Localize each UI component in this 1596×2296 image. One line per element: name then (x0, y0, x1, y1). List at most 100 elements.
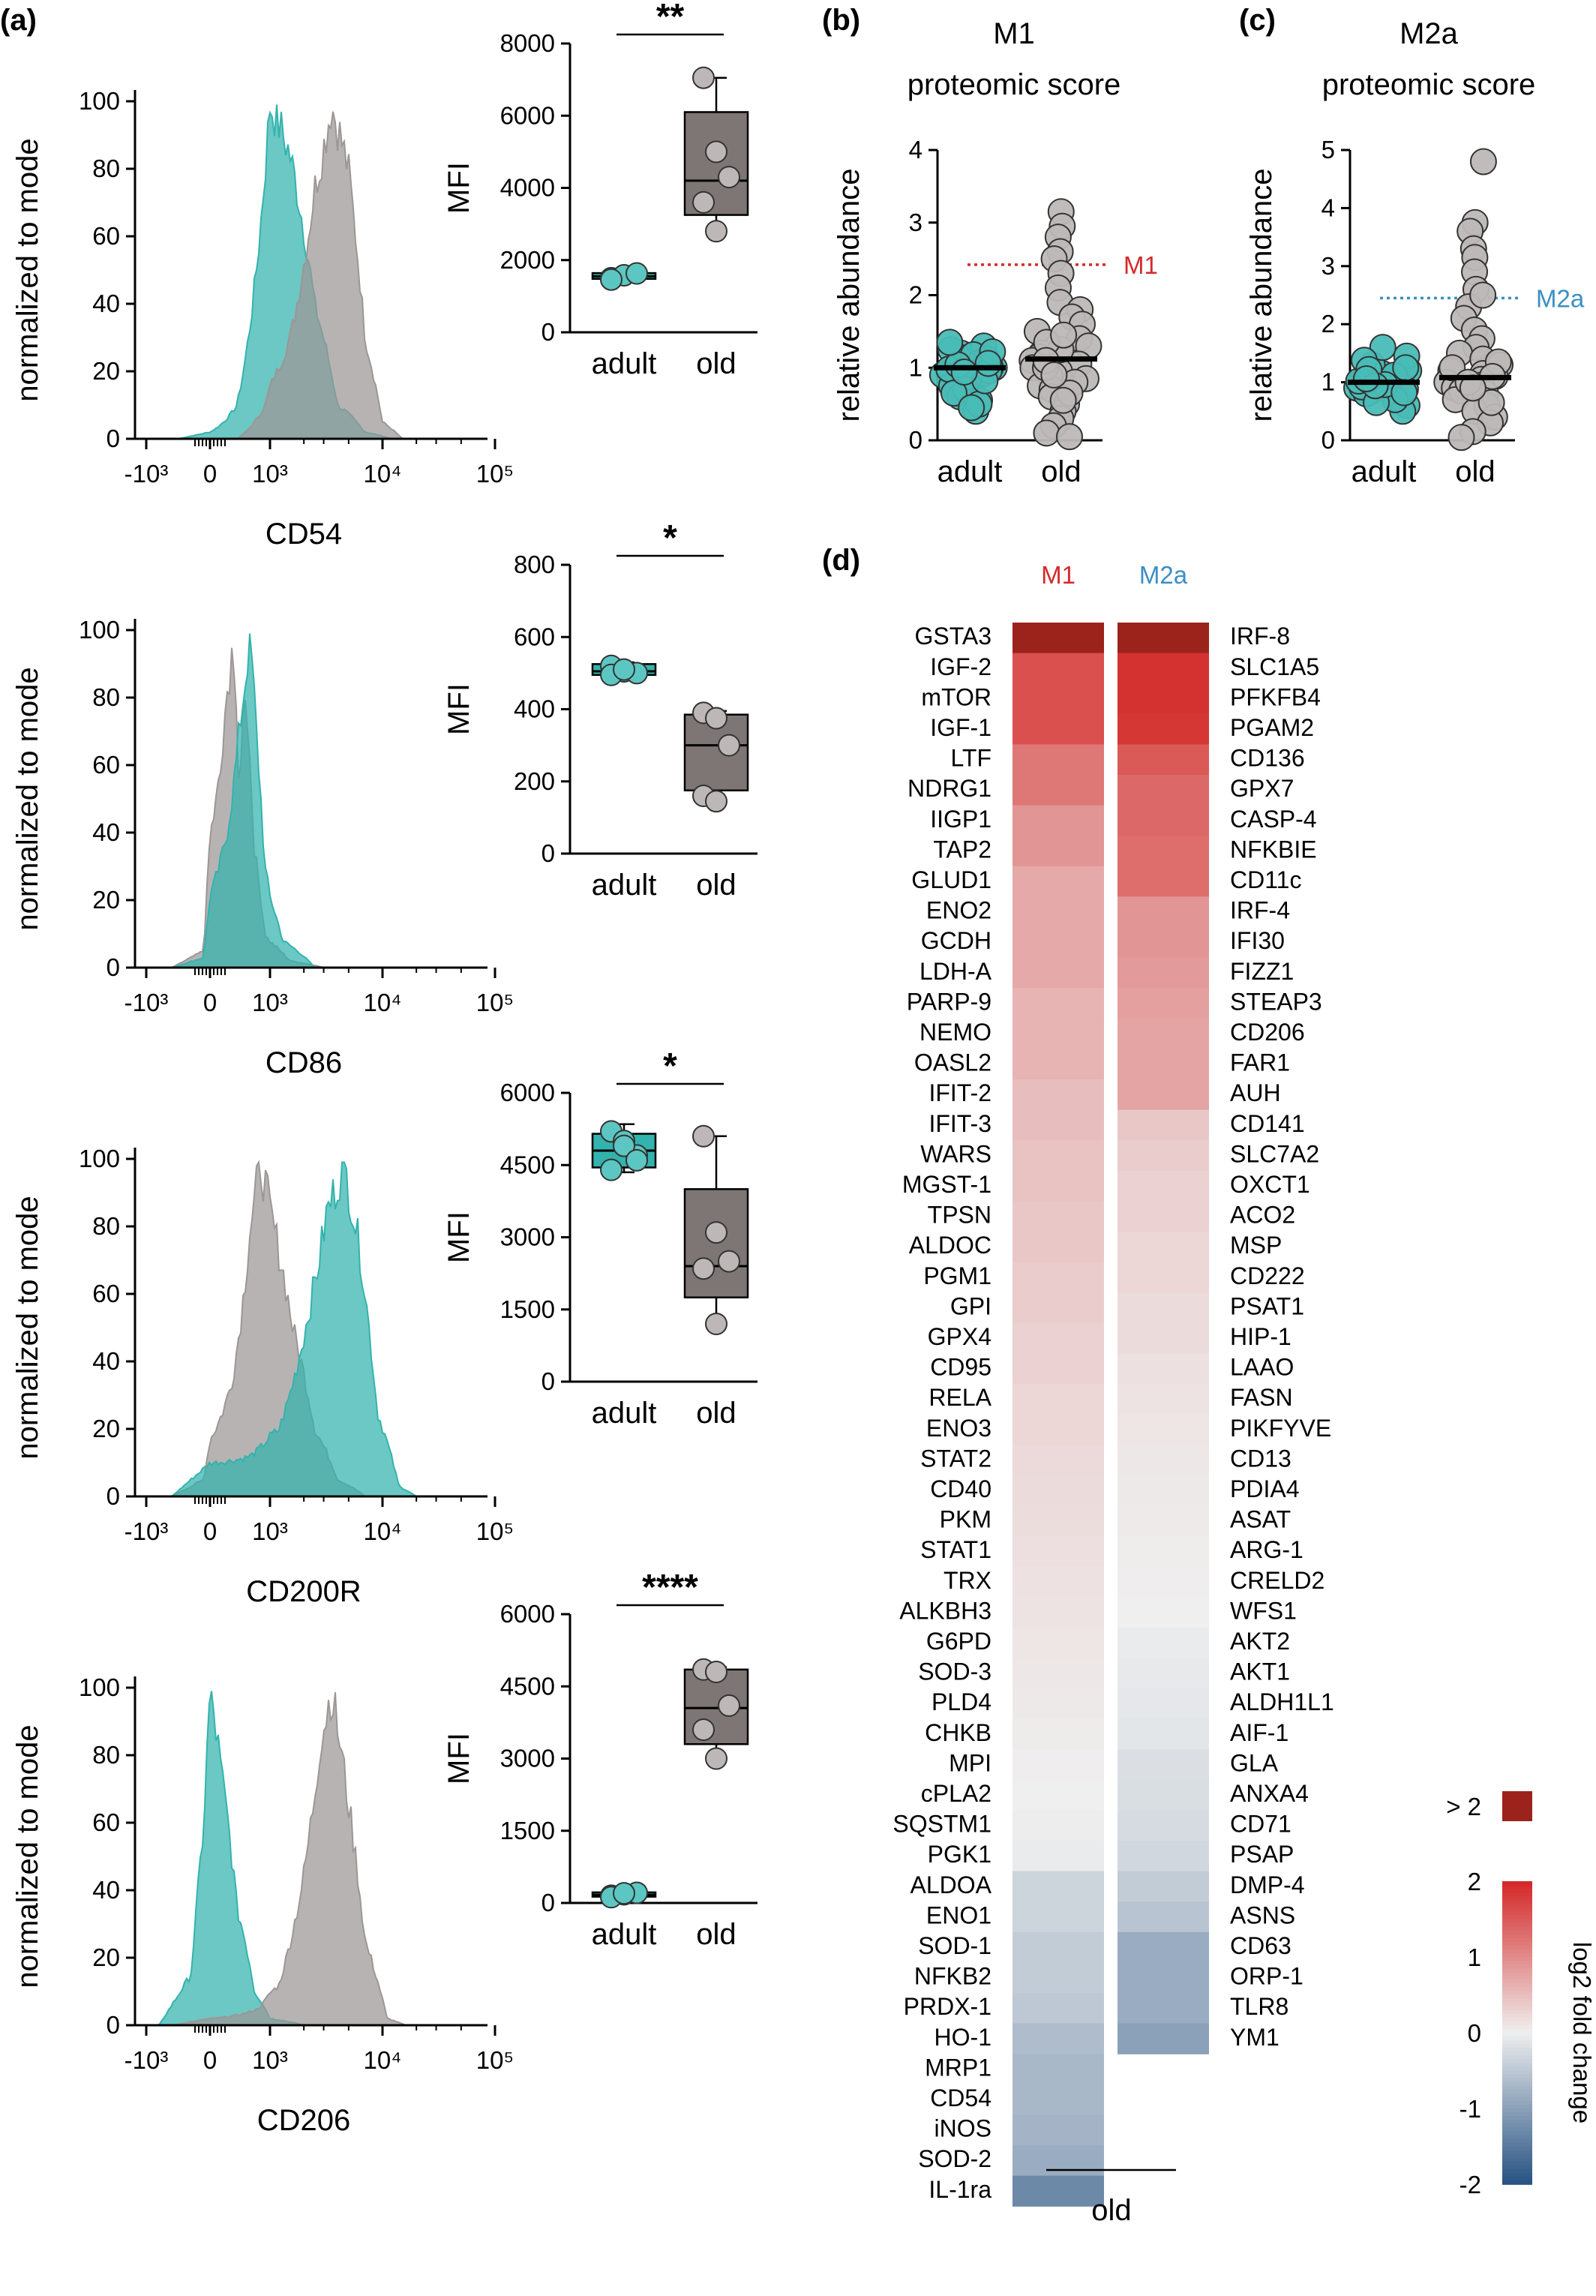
colorbar-tick-label: -1 (1460, 2095, 1481, 2123)
heatmap-cell (1118, 744, 1209, 776)
boxplot-point (626, 1148, 648, 1172)
threshold-label: M1 (1124, 251, 1158, 279)
boxplot-y-tick-label: 0 (542, 318, 555, 346)
heatmap-cell (1012, 805, 1104, 836)
colorbar-segment (1502, 2070, 1532, 2075)
boxplot-point (613, 1134, 635, 1157)
heatmap-cell (1012, 1445, 1104, 1476)
heatmap-row-label: GPX4 (928, 1323, 992, 1350)
boxplot-point (692, 1257, 715, 1280)
histogram-y-tick-label: 60 (92, 751, 120, 779)
colorbar-segment (1502, 2096, 1532, 2102)
boxplot-cd206: 0 1500 3000 4500 6000 MFI adult old **** (442, 1568, 758, 1951)
heatmap-cell (1012, 1566, 1104, 1598)
heatmap-cell (1012, 1779, 1104, 1811)
colorbar-segment (1502, 2009, 1532, 2015)
histogram-y-tick-label: 20 (92, 357, 120, 385)
histogram-y-tick-label: 40 (92, 1347, 120, 1375)
scatter-point (1448, 424, 1475, 452)
histogram-y-label: normalized to mode (11, 1196, 44, 1459)
heatmap-row-label: ALDOC (909, 1232, 992, 1259)
boxplot-point (705, 140, 728, 164)
histogram-y-tick-label: 60 (92, 1808, 120, 1836)
scatter-point (950, 359, 978, 386)
heatmap-row-label: CD11c (1230, 866, 1301, 893)
heatmap-row-label: CD206 (1230, 1019, 1305, 1046)
boxplot-point (705, 220, 728, 243)
histogram-y-tick-label: 100 (79, 87, 120, 115)
histogram-x-tick-label: 10³ (252, 460, 288, 488)
heatmap-row-label: SOD-1 (918, 1932, 992, 1959)
heatmap-cell (1118, 866, 1209, 897)
heatmap-row-label: FIZZ1 (1230, 958, 1294, 985)
colorbar-segment (1502, 2161, 1532, 2166)
colorbar-segment (1502, 2150, 1532, 2155)
m1-score-scatter: M1 proteomic score 0 1 2 3 4 relative abundance… (832, 17, 1158, 488)
heatmap-row-label: CD13 (1230, 1445, 1292, 1472)
significance-stars: * (663, 1046, 677, 1086)
heatmap-cell (1012, 2084, 1104, 2115)
colorbar-segment (1502, 2066, 1532, 2072)
heatmap-cell (1118, 1232, 1209, 1263)
heatmap-row-label: SQSTM1 (892, 1811, 992, 1838)
heatmap-cell (1012, 744, 1104, 776)
heatmap-cell (1012, 1627, 1104, 1658)
heatmap-cell (1012, 1597, 1104, 1628)
scatter-x-tick-label: old (1455, 455, 1495, 488)
colorbar-segment (1502, 2127, 1532, 2132)
colorbar-segment (1502, 1915, 1532, 1920)
heatmap-row-label: LDH-A (920, 958, 992, 985)
heatmap-cell (1118, 1841, 1209, 1872)
colorbar-segment (1502, 1889, 1532, 1893)
boxplot-y-label: MFI (442, 1733, 476, 1784)
colorbar-segment (1502, 1907, 1532, 1913)
heatmap-cell (1012, 1140, 1104, 1172)
colorbar-segment (1502, 2013, 1532, 2018)
boxplot-y-tick-label: 6000 (500, 101, 555, 129)
boxplot-y-tick-label: 0 (542, 839, 555, 867)
heatmap-row-label: NEMO (920, 1019, 992, 1046)
histogram-y-label: normalized to mode (11, 1724, 44, 1988)
heatmap-cell (1012, 1079, 1104, 1111)
heatmap-row-label: ASAT (1230, 1506, 1291, 1533)
heatmap-row-label: RELA (928, 1384, 992, 1411)
boxplot-y-label: MFI (442, 683, 476, 735)
histogram-y-tick-label: 20 (92, 886, 120, 914)
heatmap-row-label: GSTA3 (914, 623, 992, 650)
heatmap-cell (1012, 2114, 1104, 2146)
colorbar-segment (1502, 2142, 1532, 2147)
heatmap-cell (1118, 653, 1209, 684)
boxplot-cd86: 0 200 400 600 800 MFI adult old * (442, 518, 758, 902)
boxplot-y-tick-label: 600 (514, 623, 555, 650)
heatmap-row-label: OASL2 (914, 1049, 992, 1076)
heatmap-row-label: OXCT1 (1230, 1171, 1310, 1198)
colorbar-segment (1502, 2036, 1532, 2041)
colorbar-segment (1502, 1922, 1532, 1928)
heatmap-cell (1118, 988, 1209, 1019)
heatmap-cell (1118, 927, 1209, 959)
scatter-y-tick-label: 5 (1322, 136, 1335, 164)
boxplot-point (600, 1158, 622, 1181)
heatmap-cell (1012, 2054, 1104, 2085)
heatmap-row-label: AUH (1230, 1079, 1281, 1106)
significance-stars: * (663, 518, 677, 558)
heatmap-cell (1012, 2145, 1104, 2177)
histogram-x-label: CD54 (266, 518, 342, 551)
heatmap-cell (1118, 1353, 1209, 1385)
colorbar-tick-label: 0 (1468, 2019, 1481, 2047)
heatmap-cell (1118, 1810, 1209, 1841)
histogram-x-label: CD200R (246, 1575, 361, 1608)
colorbar-segment (1502, 1976, 1532, 1981)
heatmap-row-label: YM1 (1230, 2024, 1280, 2051)
heatmap-cell (1118, 1962, 1209, 1994)
heatmap-cell (1012, 1962, 1104, 1994)
colorbar-segment (1502, 1949, 1532, 1954)
heatmap-cell (1118, 1170, 1209, 1202)
heatmap-cell (1012, 1810, 1104, 1841)
heatmap-cell (1118, 1993, 1209, 2024)
heatmap-row-label: cPLA2 (921, 1780, 992, 1807)
heatmap-cell (1012, 836, 1104, 867)
heatmap-cell (1012, 2175, 1104, 2207)
